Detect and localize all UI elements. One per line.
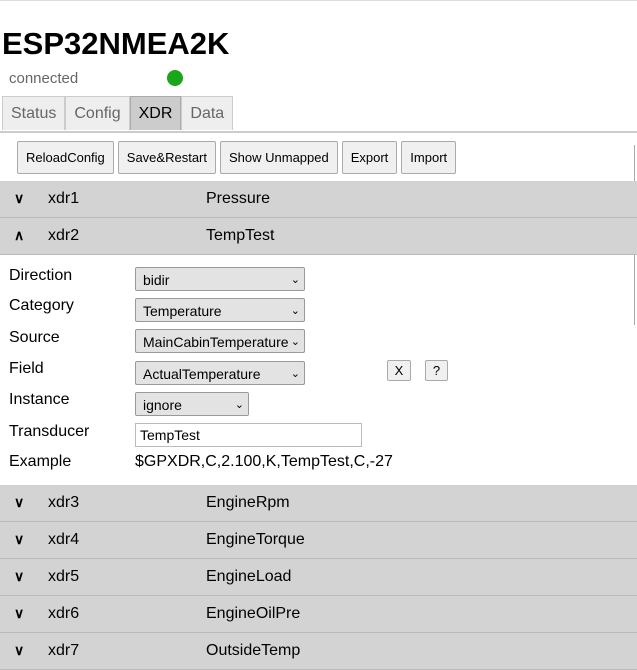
field-label: Field [9, 360, 44, 377]
tab-xdr[interactable]: XDR [129, 96, 182, 130]
help-button[interactable]: ? [425, 360, 448, 381]
row-name: xdr6 [48, 605, 80, 622]
chevron-down-icon: ⌄ [232, 393, 244, 415]
tab-bar: Status Config XDR Data [2, 96, 234, 130]
connection-status: connected [9, 70, 79, 87]
example-label: Example [9, 453, 72, 470]
row-name: xdr2 [48, 227, 80, 244]
transducer-input[interactable]: TempTest [135, 423, 362, 447]
row-title: EngineLoad [206, 568, 292, 585]
chevron-down-icon: ⌄ [288, 330, 300, 352]
chevron-down-icon: ⌄ [288, 268, 300, 290]
row-name: xdr4 [48, 531, 80, 548]
tab-divider [0, 131, 637, 133]
instance-label: Instance [9, 391, 70, 408]
source-select[interactable]: MainCabinTemperature ⌄ [135, 329, 305, 353]
tab-config[interactable]: Config [65, 96, 130, 130]
category-label: Category [9, 297, 74, 314]
app-title: ESP32NMEA2K [2, 26, 230, 61]
tab-status[interactable]: Status [2, 96, 66, 130]
row-name: xdr3 [48, 494, 80, 511]
category-select[interactable]: Temperature ⌄ [135, 298, 305, 322]
tab-data[interactable]: Data [181, 96, 234, 130]
save-restart-button[interactable]: Save&Restart [117, 141, 216, 174]
row-title: EngineTorque [206, 531, 305, 548]
row-title: Pressure [206, 190, 271, 207]
direction-label: Direction [9, 267, 73, 284]
chevron-down-icon[interactable]: ∨ [14, 494, 25, 510]
chevron-down-icon[interactable]: ∨ [14, 531, 25, 547]
row-title: TempTest [206, 227, 275, 244]
reload-config-button[interactable]: ReloadConfig [17, 141, 114, 174]
transducer-label: Transducer [9, 423, 90, 440]
xdr-row[interactable]: ∨ xdr5 EngineLoad [0, 559, 637, 596]
chevron-up-icon[interactable]: ∧ [14, 227, 25, 243]
export-button[interactable]: Export [341, 141, 398, 174]
xdr-row[interactable]: ∨ xdr1 Pressure [0, 181, 637, 218]
chevron-down-icon: ⌄ [288, 299, 300, 321]
top-divider [0, 0, 637, 1]
connection-indicator [167, 70, 183, 86]
field-select[interactable]: ActualTemperature ⌄ [135, 361, 305, 385]
row-title: OutsideTemp [206, 642, 301, 659]
row-title: EngineRpm [206, 494, 290, 511]
row-name: xdr7 [48, 642, 80, 659]
source-label: Source [9, 329, 60, 346]
row-name: xdr1 [48, 190, 80, 207]
row-title: EngineOilPre [206, 605, 301, 622]
instance-select[interactable]: ignore ⌄ [135, 392, 249, 416]
xdr-row[interactable]: ∧ xdr2 TempTest [0, 218, 637, 255]
chevron-down-icon[interactable]: ∨ [14, 190, 25, 206]
xdr-row[interactable]: ∨ xdr4 EngineTorque [0, 522, 637, 559]
show-unmapped-button[interactable]: Show Unmapped [219, 141, 338, 174]
clear-button[interactable]: X [387, 360, 411, 381]
example-value: $GPXDR,C,2.100,K,TempTest,C,-27 [135, 453, 393, 470]
chevron-down-icon[interactable]: ∨ [14, 642, 25, 658]
xdr-row[interactable]: ∨ xdr6 EngineOilPre [0, 596, 637, 633]
import-button[interactable]: Import [401, 141, 457, 174]
direction-select[interactable]: bidir ⌄ [135, 267, 305, 291]
xdr-row[interactable]: ∨ xdr7 OutsideTemp [0, 633, 637, 670]
chevron-down-icon[interactable]: ∨ [14, 568, 25, 584]
xdr-row[interactable]: ∨ xdr3 EngineRpm [0, 485, 637, 522]
row-name: xdr5 [48, 568, 80, 585]
chevron-down-icon[interactable]: ∨ [14, 605, 25, 621]
toolbar: ReloadConfig Save&Restart Show Unmapped … [17, 141, 457, 174]
chevron-down-icon: ⌄ [288, 362, 300, 384]
